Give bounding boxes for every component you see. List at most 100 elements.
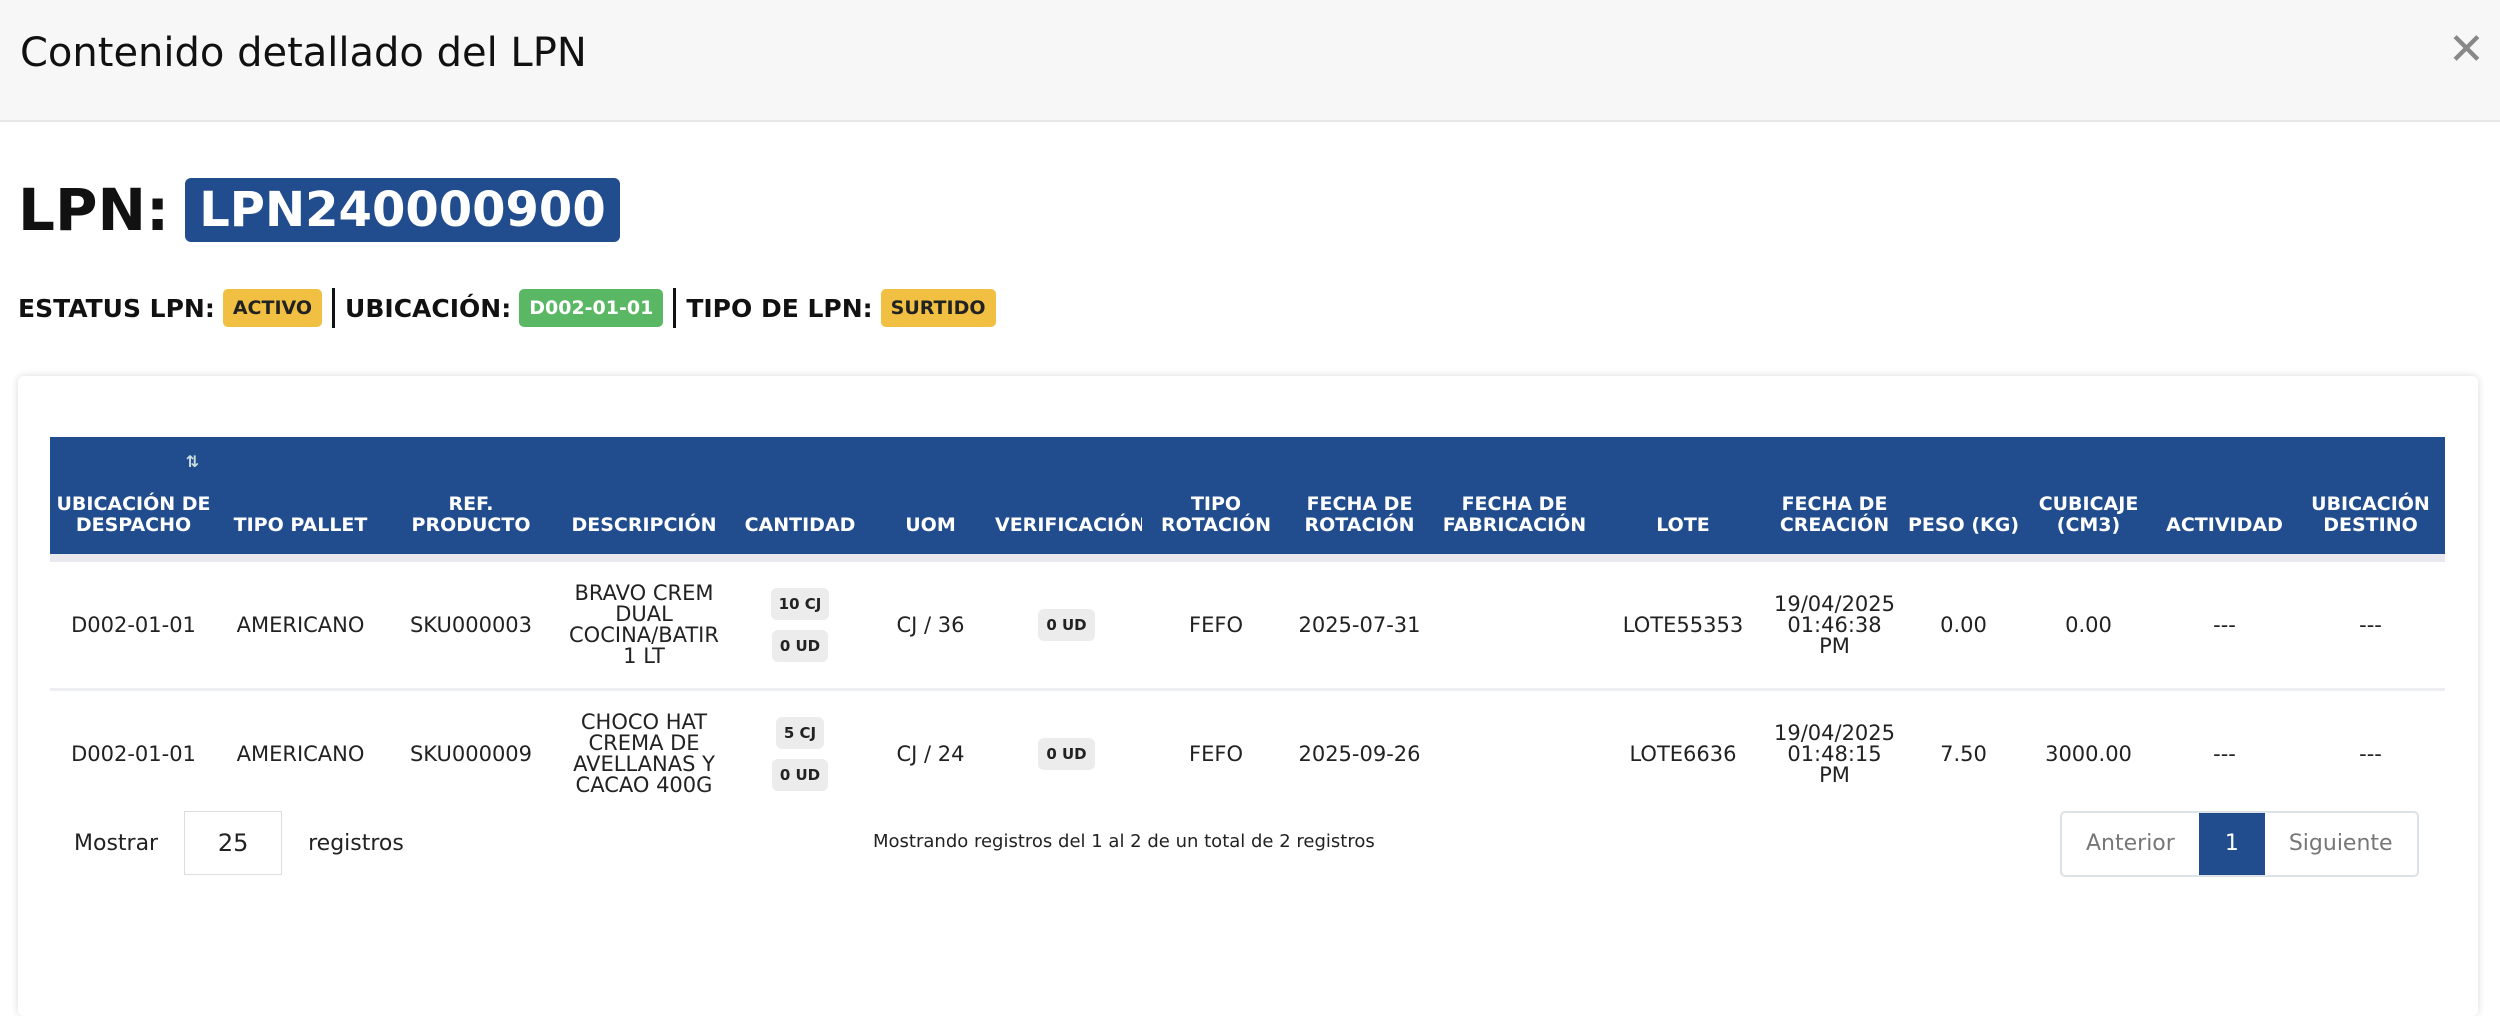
divider: [673, 288, 677, 328]
cell-verificacion: 0 UD: [991, 558, 1142, 691]
cell-ref: SKU000009: [409, 741, 533, 766]
column-header[interactable]: UBICACIÓN DE DESPACHO ⇅: [50, 437, 217, 562]
column-header[interactable]: FECHA DE ROTACIÓN: [1290, 437, 1429, 562]
table-row: D002-01-01 AMERICANO SKU000009 CHOCO HAT CR…: [50, 690, 2445, 818]
column-header[interactable]: PESO (KG): [1903, 437, 2024, 562]
lpn-content-table: UBICACIÓN DE DESPACHO ⇅ TIPO PALLET REF. PR…: [50, 437, 2445, 817]
cell-cantidad: 10 CJ 0 UD: [730, 558, 870, 691]
modal-title: Contenido detallado del LPN: [20, 30, 587, 76]
cell-tipo-rotacion: FEFO: [1142, 558, 1290, 691]
cell-tipo-pallet: AMERICANO: [236, 741, 365, 766]
verification-badge: 0 UD: [1038, 738, 1095, 770]
cell-fecha-rotacion: 2025-09-26: [1298, 741, 1421, 766]
estatus-badge: ACTIVO: [222, 289, 323, 327]
column-header-label: DESCRIPCIÓN: [571, 514, 717, 536]
estatus-label: ESTATUS LPN:: [18, 293, 215, 323]
cell-actividad: ---: [2153, 558, 2296, 691]
records-label: registros: [308, 830, 404, 856]
column-header-label: UBICACIÓN DE DESPACHO: [56, 493, 211, 536]
cell-verificacion: 0 UD: [991, 690, 1142, 818]
column-header-label: TIPO PALLET: [233, 514, 368, 536]
cell-fecha-creacion: 19/04/2025 01:46:38 PM: [1766, 558, 1903, 691]
lpn-content-card: UBICACIÓN DE DESPACHO ⇅ TIPO PALLET REF. PR…: [18, 376, 2478, 1016]
column-header[interactable]: REF. PRODUCTO: [384, 437, 558, 562]
column-header[interactable]: UBICACIÓN DESTINO: [2296, 437, 2445, 562]
ubicacion-label: UBICACIÓN:: [345, 293, 512, 323]
show-label: Mostrar: [74, 830, 159, 856]
lpn-heading: LPN: LPN240000900: [18, 176, 620, 244]
cell-uom: CJ / 36: [870, 558, 991, 691]
column-header-label: FECHA DE CREACIÓN: [1779, 493, 1890, 536]
cell-destino: ---: [2296, 558, 2445, 691]
column-header-label: PESO (KG): [1907, 514, 2020, 536]
cell-actividad: ---: [2213, 741, 2236, 766]
cell-descripcion: BRAVO CREM DUAL COCINA/BATIR 1 LT: [558, 558, 730, 691]
cell-ubicacion: D002-01-01: [50, 558, 217, 691]
cell-cubicaje: 0.00: [2024, 558, 2153, 691]
column-header-label: CANTIDAD: [744, 514, 856, 536]
column-header-label: ACTIVIDAD: [2166, 514, 2283, 536]
column-header[interactable]: DESCRIPCIÓN: [558, 437, 730, 562]
next-page-button[interactable]: Siguiente: [2288, 831, 2393, 856]
cell-tipo-pallet: AMERICANO: [217, 558, 384, 691]
lpn-status-line: ESTATUS LPN: ACTIVO UBICACIÓN: D002-01-0…: [18, 288, 996, 328]
cell-lote: LOTE6636: [1629, 741, 1737, 766]
column-header[interactable]: CANTIDAD: [730, 437, 870, 562]
page-size-select[interactable]: 25: [184, 811, 283, 875]
quantity-badge: 10 CJ: [770, 588, 830, 620]
cell-peso: 7.50: [1940, 741, 1987, 766]
column-header-label: LOTE: [1656, 514, 1710, 536]
cell-cantidad: 5 CJ 0 UD: [730, 690, 870, 818]
table-row: D002-01-01 AMERICANO SKU000003 BRAVO CREM D…: [50, 558, 2445, 691]
cell-destino: ---: [2359, 741, 2382, 766]
quantity-badge: 0 UD: [771, 759, 829, 791]
quantity-badge: 5 CJ: [775, 717, 825, 749]
column-header[interactable]: FECHA DE FABRICACIÓN: [1429, 437, 1600, 562]
quantity-badge: 0 UD: [771, 630, 829, 662]
pagination: Anterior 1 Siguiente: [2060, 811, 2419, 877]
close-icon[interactable]: ✕: [2448, 24, 2485, 75]
column-header-label: CUBICAJE (CM3): [2038, 493, 2139, 536]
cell-fecha-rotacion: 2025-07-31: [1290, 558, 1429, 691]
column-header-label: UBICACIÓN DESTINO: [2311, 493, 2430, 536]
sort-icon[interactable]: ⇅: [185, 452, 199, 471]
column-header-label: VERIFICACIÓN: [995, 514, 1147, 536]
cell-descripcion: CHOCO HAT CREMA DE AVELLANAS Y CACAO 400…: [573, 710, 715, 797]
previous-page-button[interactable]: Anterior: [2086, 831, 2175, 856]
cell-cubicaje: 3000.00: [2045, 741, 2132, 766]
cell-fecha-fabricacion: [1429, 690, 1600, 818]
table-info: Mostrando registros del 1 al 2 de un tot…: [873, 831, 1375, 852]
column-header-label: UOM: [905, 514, 956, 536]
column-header[interactable]: UOM: [870, 437, 991, 562]
lpn-label: LPN:: [18, 176, 170, 244]
table-footer: Mostrar 25 registros Mostrando registros…: [18, 811, 2478, 877]
column-header[interactable]: CUBICAJE (CM3): [2024, 437, 2153, 562]
tipo-lpn-badge: SURTIDO: [880, 289, 996, 327]
divider: [332, 288, 336, 328]
column-header[interactable]: LOTE: [1600, 437, 1766, 562]
column-header-label: TIPO ROTACIÓN: [1160, 493, 1272, 536]
column-header-label: REF. PRODUCTO: [411, 493, 531, 536]
column-header[interactable]: TIPO ROTACIÓN: [1142, 437, 1290, 562]
cell-tipo-rotacion: FEFO: [1189, 741, 1243, 766]
cell-uom: CJ / 24: [896, 741, 965, 766]
page-1-button[interactable]: 1: [2198, 813, 2265, 875]
cell-peso: 0.00: [1903, 558, 2024, 691]
verification-badge: 0 UD: [1038, 609, 1095, 641]
cell-fecha-fabricacion: [1429, 558, 1600, 691]
column-header-label: FECHA DE FABRICACIÓN: [1442, 493, 1587, 536]
modal-header: Contenido detallado del LPN ✕: [0, 0, 2500, 122]
column-header[interactable]: VERIFICACIÓN: [991, 437, 1146, 562]
tipo-lpn-label: TIPO DE LPN:: [686, 293, 873, 323]
table-header-row: UBICACIÓN DE DESPACHO ⇅ TIPO PALLET REF. PR…: [50, 437, 2445, 562]
cell-ubicacion: D002-01-01: [71, 741, 196, 766]
ubicacion-badge: D002-01-01: [519, 289, 664, 327]
cell-lote: LOTE55353: [1600, 558, 1766, 691]
column-header[interactable]: FECHA DE CREACIÓN: [1766, 437, 1903, 562]
lpn-badge: LPN240000900: [185, 178, 620, 242]
cell-ref: SKU000003: [384, 558, 558, 691]
column-header[interactable]: ACTIVIDAD: [2153, 437, 2296, 562]
cell-fecha-creacion: 19/04/2025 01:48:15 PM: [1773, 720, 1896, 787]
column-header-label: FECHA DE ROTACIÓN: [1304, 493, 1415, 536]
column-header[interactable]: TIPO PALLET: [217, 437, 384, 562]
